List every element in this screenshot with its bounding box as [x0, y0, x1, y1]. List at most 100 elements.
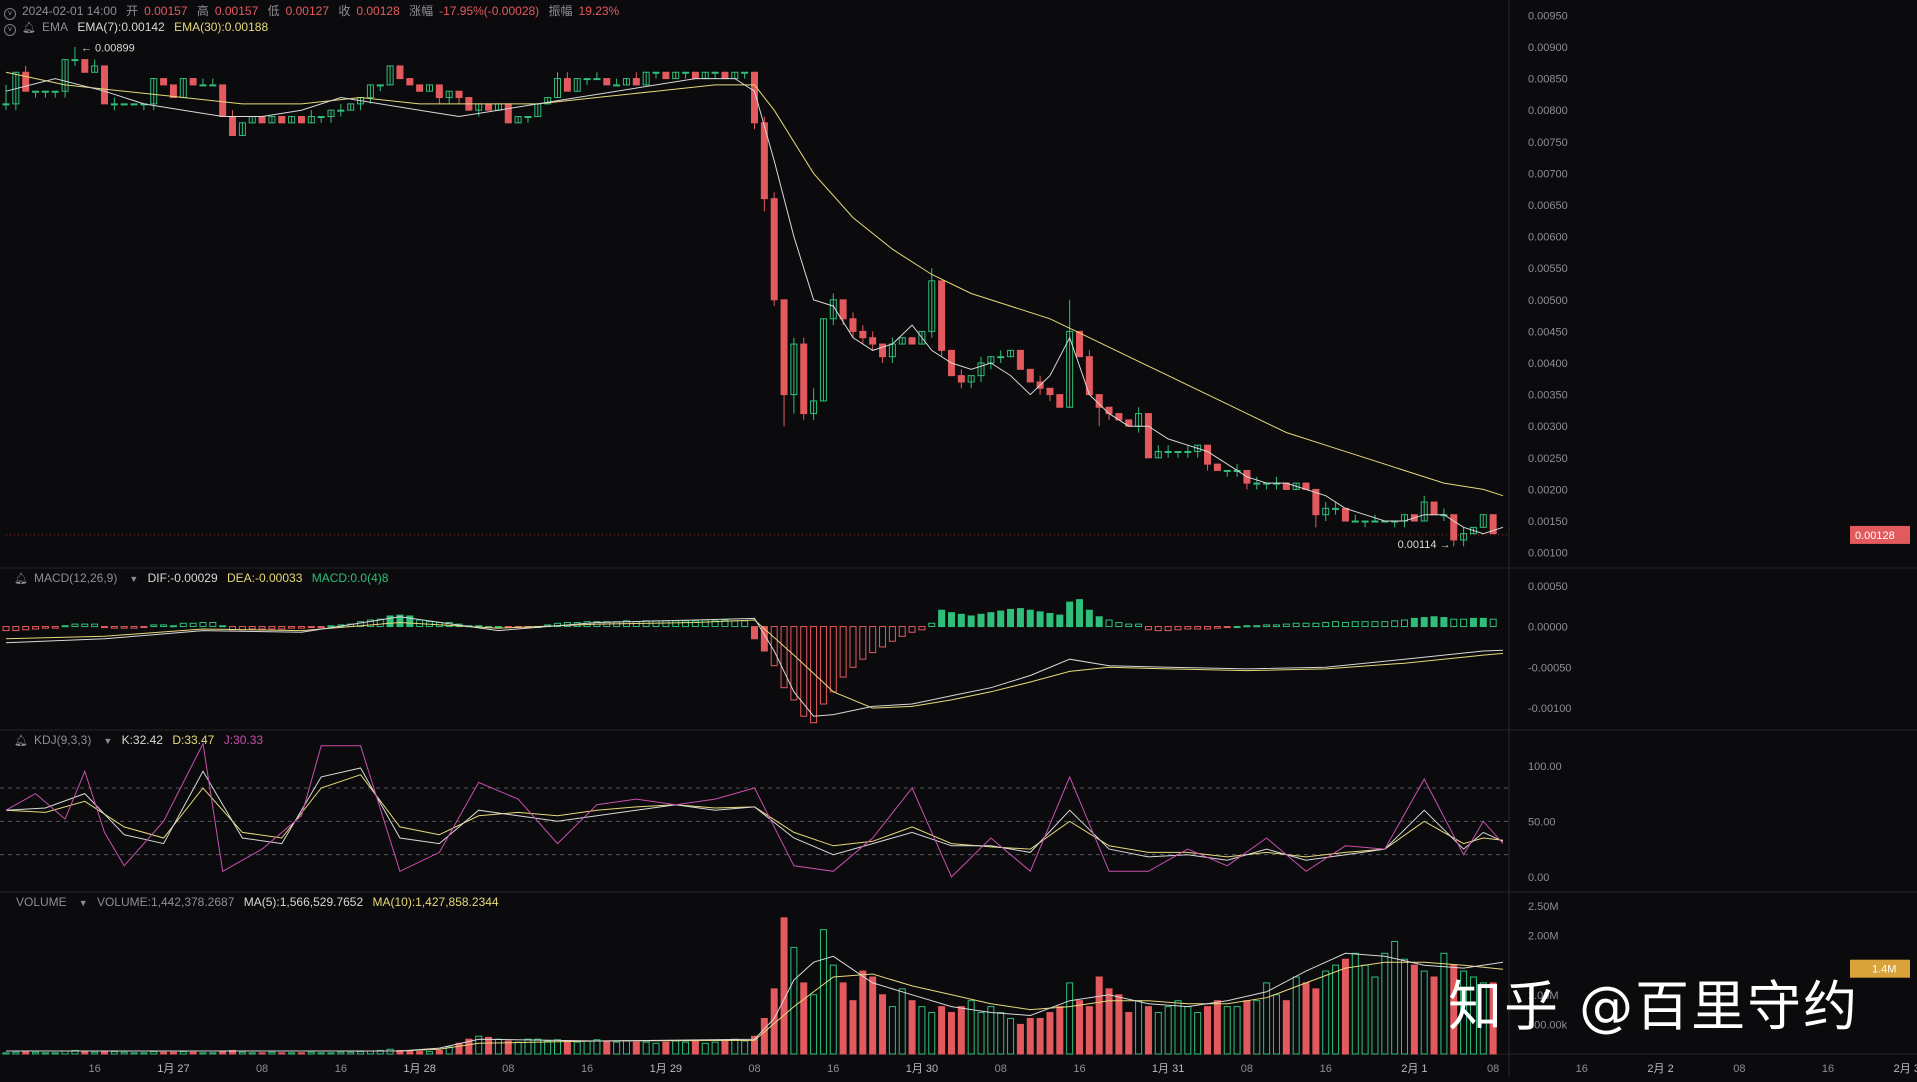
price-axis-tick: 0.00200 [1528, 484, 1568, 496]
candle-body [1016, 349, 1024, 370]
volume-bar [1164, 1006, 1172, 1055]
volume-value: VOLUME:1,442,378.2687 [96, 895, 235, 909]
macd-bar [258, 626, 266, 630]
candle-body [347, 103, 355, 111]
volume-bar [829, 964, 837, 1055]
macd-bar [376, 618, 384, 628]
candle-body [1351, 520, 1359, 523]
volume-bar [1076, 1000, 1084, 1055]
volume-bar [1016, 1023, 1024, 1055]
collapse-icon[interactable]: ˅ [4, 8, 16, 20]
volume-bar [534, 1038, 542, 1055]
chevron-down-icon[interactable]: ▼ [103, 736, 113, 746]
volume-bar [1489, 982, 1497, 1055]
volume-bar [908, 1000, 916, 1055]
candle-body [928, 280, 936, 332]
macd-axis-tick: -0.00100 [1528, 703, 1571, 715]
bell-icon[interactable]: 🔔︎ [14, 573, 28, 585]
candle-body [622, 78, 630, 86]
kdj-k-line [5, 767, 1504, 861]
candle-body [189, 78, 197, 86]
volume-bar [544, 1040, 552, 1055]
price-axis-tick: 0.00400 [1528, 358, 1568, 370]
volume-label[interactable]: VOLUME [16, 895, 67, 909]
volume-bar [1007, 1017, 1015, 1055]
candle-body [1026, 368, 1034, 383]
macd-bar [682, 620, 690, 628]
candle-body [297, 116, 305, 124]
candle-body [1056, 394, 1064, 408]
volume-bar [297, 1052, 305, 1055]
volume-bar [1243, 1000, 1251, 1055]
volume-bar [386, 1048, 394, 1055]
candle-body [396, 65, 404, 80]
candle-body [554, 78, 562, 99]
volume-bar [248, 1052, 256, 1055]
volume-axis-tick: 2.50M [1528, 901, 1559, 913]
volume-bar [1460, 970, 1468, 1055]
volume-bar [780, 917, 788, 1055]
volume-bar [554, 1039, 562, 1055]
macd-label[interactable]: MACD(12,26,9) [33, 571, 118, 585]
watermark: 知乎 @百里守约 [1448, 975, 1860, 1038]
current-price-label: 0.00128 [1855, 530, 1895, 542]
volume-bar [721, 1040, 729, 1055]
current-price-tag [1850, 525, 1910, 544]
bell-icon[interactable]: 🔔︎ [14, 735, 28, 747]
candle-body [918, 330, 926, 345]
volume-bar [642, 1041, 650, 1055]
macd-bar [1223, 626, 1231, 629]
volume-axis-tick: 2.00M [1528, 931, 1559, 943]
volume-axis-tick: 500.00k [1528, 1019, 1568, 1031]
kdj-label[interactable]: KDJ(9,3,3) [33, 733, 92, 747]
macd-bar [1469, 617, 1477, 628]
candle-body [1204, 444, 1212, 465]
macd-bar [879, 626, 887, 648]
volume-bar [1272, 994, 1280, 1055]
volume-bar [494, 1038, 502, 1055]
chevron-down-icon[interactable]: ▼ [129, 574, 139, 584]
volume-bar [199, 1052, 207, 1055]
candle-body [751, 71, 758, 124]
volume-bar [563, 1040, 571, 1055]
macd-bar [672, 620, 680, 628]
macd-bar [1479, 617, 1487, 628]
price-axis-tick: 0.00250 [1528, 453, 1568, 465]
volume-bar [1233, 1006, 1241, 1055]
volume-bar [1381, 952, 1389, 1055]
volume-bar [1253, 1000, 1261, 1055]
low-value: 0.00127 [285, 4, 329, 18]
ema-label[interactable]: EMA [41, 20, 68, 34]
macd-bar [317, 626, 325, 629]
time-axis-tick: 1月 31 [1152, 1063, 1184, 1075]
macd-bar [1351, 621, 1359, 628]
collapse-icon[interactable]: ˅ [4, 24, 16, 36]
open-label: 开 [126, 4, 139, 18]
candle-body [2, 103, 10, 106]
time-axis-tick: 2月 2 [1647, 1063, 1673, 1075]
candle-body [741, 71, 749, 74]
candle-body [957, 375, 965, 383]
macd-bar [406, 615, 414, 628]
volume-bar [1046, 1012, 1054, 1055]
volume-bar [81, 1051, 89, 1055]
volume-bar [1174, 1000, 1182, 1055]
change-value: -17.95%(-0.00028) [439, 4, 540, 18]
price-axis-tick: 0.00700 [1528, 168, 1568, 180]
volume-bar [317, 1052, 325, 1055]
macd-bar [1430, 616, 1438, 628]
macd-bar [494, 626, 502, 629]
macd-bar [790, 626, 798, 701]
candle-body [416, 84, 424, 92]
candle-body [100, 65, 108, 105]
bell-icon[interactable]: 🔔︎ [22, 22, 36, 34]
kdj-j-value: J:30.33 [223, 733, 264, 747]
candle-body [337, 109, 345, 112]
chevron-down-icon[interactable]: ▼ [78, 898, 88, 908]
macd-bar [997, 610, 1005, 628]
macd-dea-value: DEA:-0.00033 [227, 571, 303, 585]
macd-bar [1036, 611, 1044, 628]
volume-current-label: 1.4M [1872, 964, 1896, 976]
volume-bar [603, 1040, 611, 1055]
volume-bar [691, 1040, 699, 1055]
